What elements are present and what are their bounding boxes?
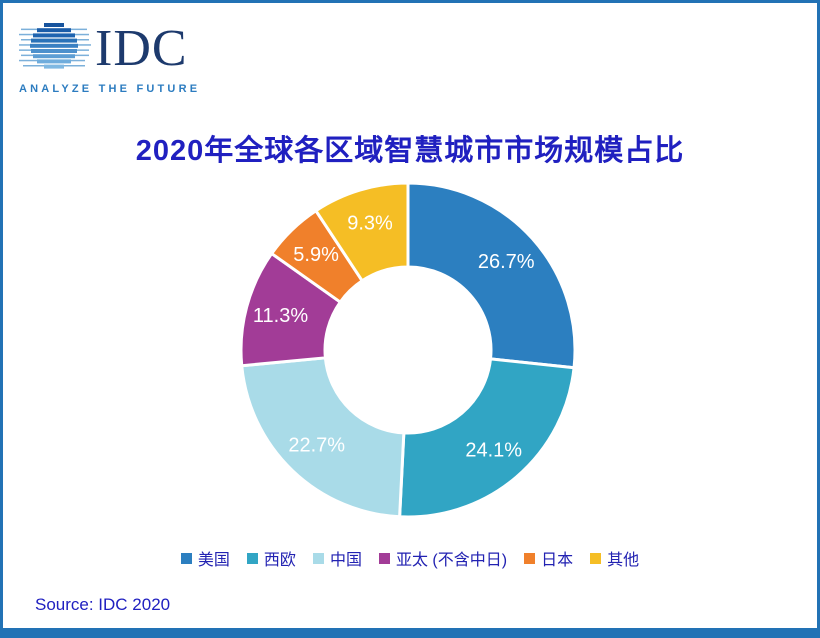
- legend-swatch-icon: [312, 552, 324, 564]
- donut-chart: 26.7% 24.1% 22.7% 11.3% 5.9% 9.3%: [228, 170, 588, 530]
- source-note: Source: IDC 2020: [35, 595, 171, 614]
- slice-label-美国: 26.7%: [478, 251, 535, 273]
- legend-label: 日本: [541, 552, 574, 569]
- legend-swatch-icon: [378, 552, 390, 564]
- donut-slice-中国: [240, 356, 406, 519]
- slice-label-日本: 5.9%: [293, 244, 339, 266]
- idc-tagline: ANALYZE THE FUTURE: [19, 83, 201, 95]
- legend-label: 中国: [329, 552, 362, 569]
- idc-brand-wordmark: IDC: [95, 19, 188, 77]
- legend-swatch-icon: [524, 552, 536, 564]
- donut-slice-美国: [406, 181, 577, 370]
- slice-label-亚太 (不含中日): 11.3%: [253, 305, 308, 327]
- legend-swatch-icon: [180, 552, 192, 564]
- legend-item-亚太 (不含中日): 亚太 (不含中日): [378, 546, 508, 570]
- slice-label-中国: 22.7%: [288, 434, 345, 456]
- chart-title: 2020年全球各区域智慧城市市场规模占比: [135, 135, 685, 167]
- legend-item-其他: 其他: [590, 546, 639, 570]
- bottom-accent-bar: [3, 628, 817, 635]
- idc-logo: IDC ANALYZE THE FUTURE: [19, 19, 200, 95]
- idc-globe-icon: [19, 23, 91, 69]
- legend-item-西欧: 西欧: [246, 546, 296, 570]
- legend-label: 西欧: [263, 552, 296, 569]
- slice-label-其他: 9.3%: [347, 213, 393, 235]
- legend-label: 美国: [197, 552, 230, 569]
- legend-item-美国: 美国: [180, 546, 230, 570]
- legend-item-中国: 中国: [312, 546, 362, 570]
- donut-slice-西欧: [398, 357, 576, 519]
- chart-legend: 美国 西欧 中国 亚太 (不含中日) 日本 其他: [3, 546, 817, 570]
- legend-item-日本: 日本: [524, 546, 573, 570]
- legend-swatch-icon: [590, 552, 602, 564]
- donut-slice-其他: [314, 181, 410, 283]
- legend-swatch-icon: [246, 552, 258, 564]
- legend-label: 亚太 (不含中日): [395, 552, 508, 569]
- legend-label: 其他: [607, 552, 640, 569]
- slice-label-西欧: 24.1%: [465, 439, 522, 461]
